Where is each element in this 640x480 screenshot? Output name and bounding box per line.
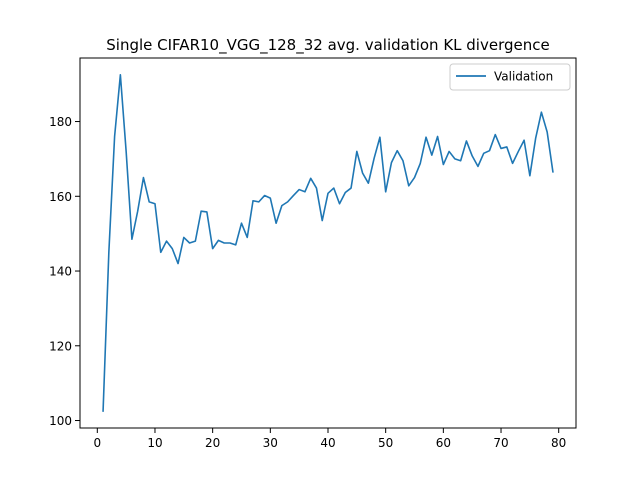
y-tick-label: 140 bbox=[49, 265, 72, 279]
y-tick-label: 120 bbox=[49, 339, 72, 353]
y-tick-label: 160 bbox=[49, 190, 72, 204]
plot-area bbox=[80, 58, 576, 428]
x-tick-label: 70 bbox=[493, 436, 508, 450]
legend: Validation bbox=[449, 63, 571, 91]
x-tick-label: 60 bbox=[436, 436, 451, 450]
x-tick-label: 10 bbox=[147, 436, 162, 450]
y-tick-label: 100 bbox=[49, 414, 72, 428]
x-tick-label: 40 bbox=[320, 436, 335, 450]
x-axis-ticks: 0 10 20 30 40 50 60 70 80 bbox=[93, 428, 566, 450]
y-axis-ticks: 100 120 140 160 180 bbox=[49, 115, 80, 428]
chart-title: Single CIFAR10_VGG_128_32 avg. validatio… bbox=[106, 36, 549, 55]
x-tick-label: 80 bbox=[551, 436, 566, 450]
plot-frame bbox=[79, 57, 577, 429]
x-tick-label: 30 bbox=[263, 436, 278, 450]
series-layer bbox=[102, 74, 554, 412]
x-tick-label: 20 bbox=[205, 436, 220, 450]
y-tick-label: 180 bbox=[49, 115, 72, 129]
legend-box bbox=[449, 63, 571, 91]
x-tick-label: 50 bbox=[378, 436, 393, 450]
legend-label: Validation bbox=[494, 70, 553, 84]
x-tick-label: 0 bbox=[93, 436, 101, 450]
series-line-validation bbox=[102, 74, 554, 412]
